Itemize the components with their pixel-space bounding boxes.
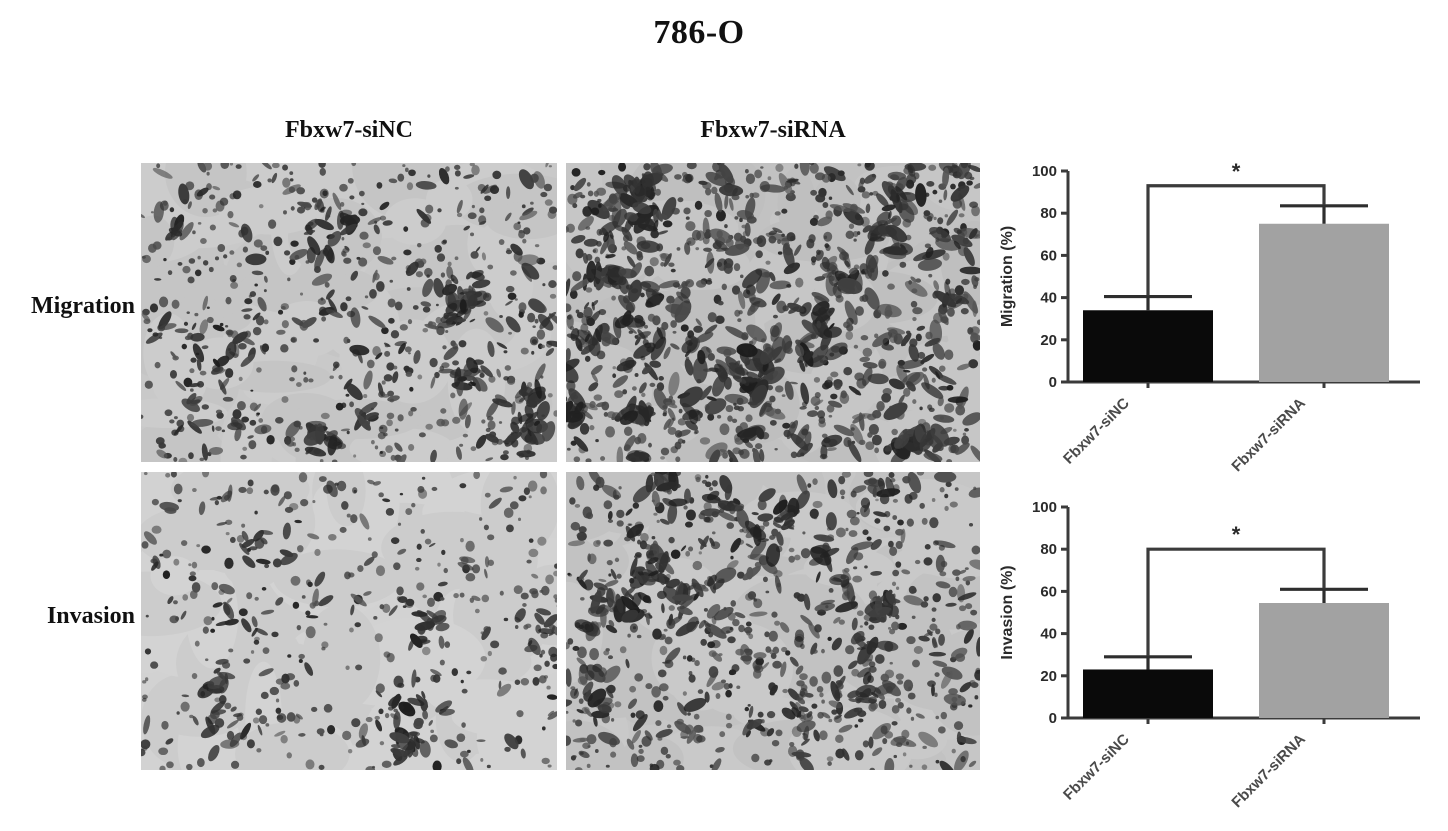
row-label-invasion: Invasion xyxy=(46,603,135,629)
y-tick-label: 40 xyxy=(1040,626,1057,643)
micrograph-canvas xyxy=(141,163,557,462)
significance-bracket xyxy=(1146,184,1326,296)
significance-bracket xyxy=(1146,547,1326,656)
migration-fbxw7-sinc-micrograph xyxy=(141,163,557,462)
bar-control xyxy=(1083,669,1213,718)
figure-title: 786-O xyxy=(0,14,1448,52)
x-tick-label: Fbxw7-siRNA xyxy=(1228,395,1309,476)
invasion-fbxw7-sirna-micrograph xyxy=(566,472,980,770)
micrograph-canvas xyxy=(566,472,980,770)
micrograph-canvas xyxy=(141,472,557,770)
significance-asterisk: * xyxy=(1232,159,1241,184)
y-tick-label: 20 xyxy=(1040,668,1057,685)
figure-title-text: 786-O xyxy=(653,14,745,51)
y-tick-label: 100 xyxy=(1032,163,1057,180)
x-tick-label: Fbxw7-siNC xyxy=(1060,395,1133,468)
y-axis-title: Migration (%) xyxy=(999,226,1016,327)
significance-asterisk: * xyxy=(1232,522,1241,547)
y-tick-label: 40 xyxy=(1040,290,1057,307)
micrograph-canvas xyxy=(566,163,980,462)
invasion-bar-chart: 0 20 40 60 80 100 Invasion (%) Fbxw7-siNC Fbxw7-… xyxy=(990,486,1440,816)
migration-bar-chart: 0 20 40 60 80 100 Migration (%) Fbxw7-siNC Fbxw7… xyxy=(990,150,1440,480)
x-tick-label: Fbxw7-siRNA xyxy=(1228,731,1309,812)
y-tick-label: 80 xyxy=(1040,205,1057,222)
column-header-fbxw7-sirna: Fbxw7-siRNA xyxy=(700,117,846,143)
y-tick-label: 60 xyxy=(1040,583,1057,600)
y-axis-title: Invasion (%) xyxy=(999,565,1016,659)
x-tick-label: Fbxw7-siNC xyxy=(1060,731,1133,804)
bar-control xyxy=(1083,310,1213,382)
y-tick-label: 0 xyxy=(1049,374,1057,391)
y-tick-label: 100 xyxy=(1032,499,1057,516)
invasion-fbxw7-sinc-micrograph xyxy=(141,472,557,770)
y-tick-label: 0 xyxy=(1049,710,1057,727)
y-tick-label: 80 xyxy=(1040,541,1057,558)
bar-treatment xyxy=(1259,603,1389,718)
y-tick-label: 20 xyxy=(1040,332,1057,349)
column-header-fbxw7-sinc: Fbxw7-siNC xyxy=(284,117,413,143)
bar-treatment xyxy=(1259,223,1389,382)
migration-fbxw7-sirna-micrograph xyxy=(566,163,980,462)
migration-chart-canvas: 0 20 40 60 80 100 Migration (%) Fbxw7-siNC Fbxw7… xyxy=(999,159,1420,476)
row-label-migration: Migration xyxy=(31,293,135,319)
y-tick-label: 60 xyxy=(1040,247,1057,264)
invasion-chart-canvas: 0 20 40 60 80 100 Invasion (%) Fbxw7-siNC Fbxw7-… xyxy=(999,499,1420,812)
